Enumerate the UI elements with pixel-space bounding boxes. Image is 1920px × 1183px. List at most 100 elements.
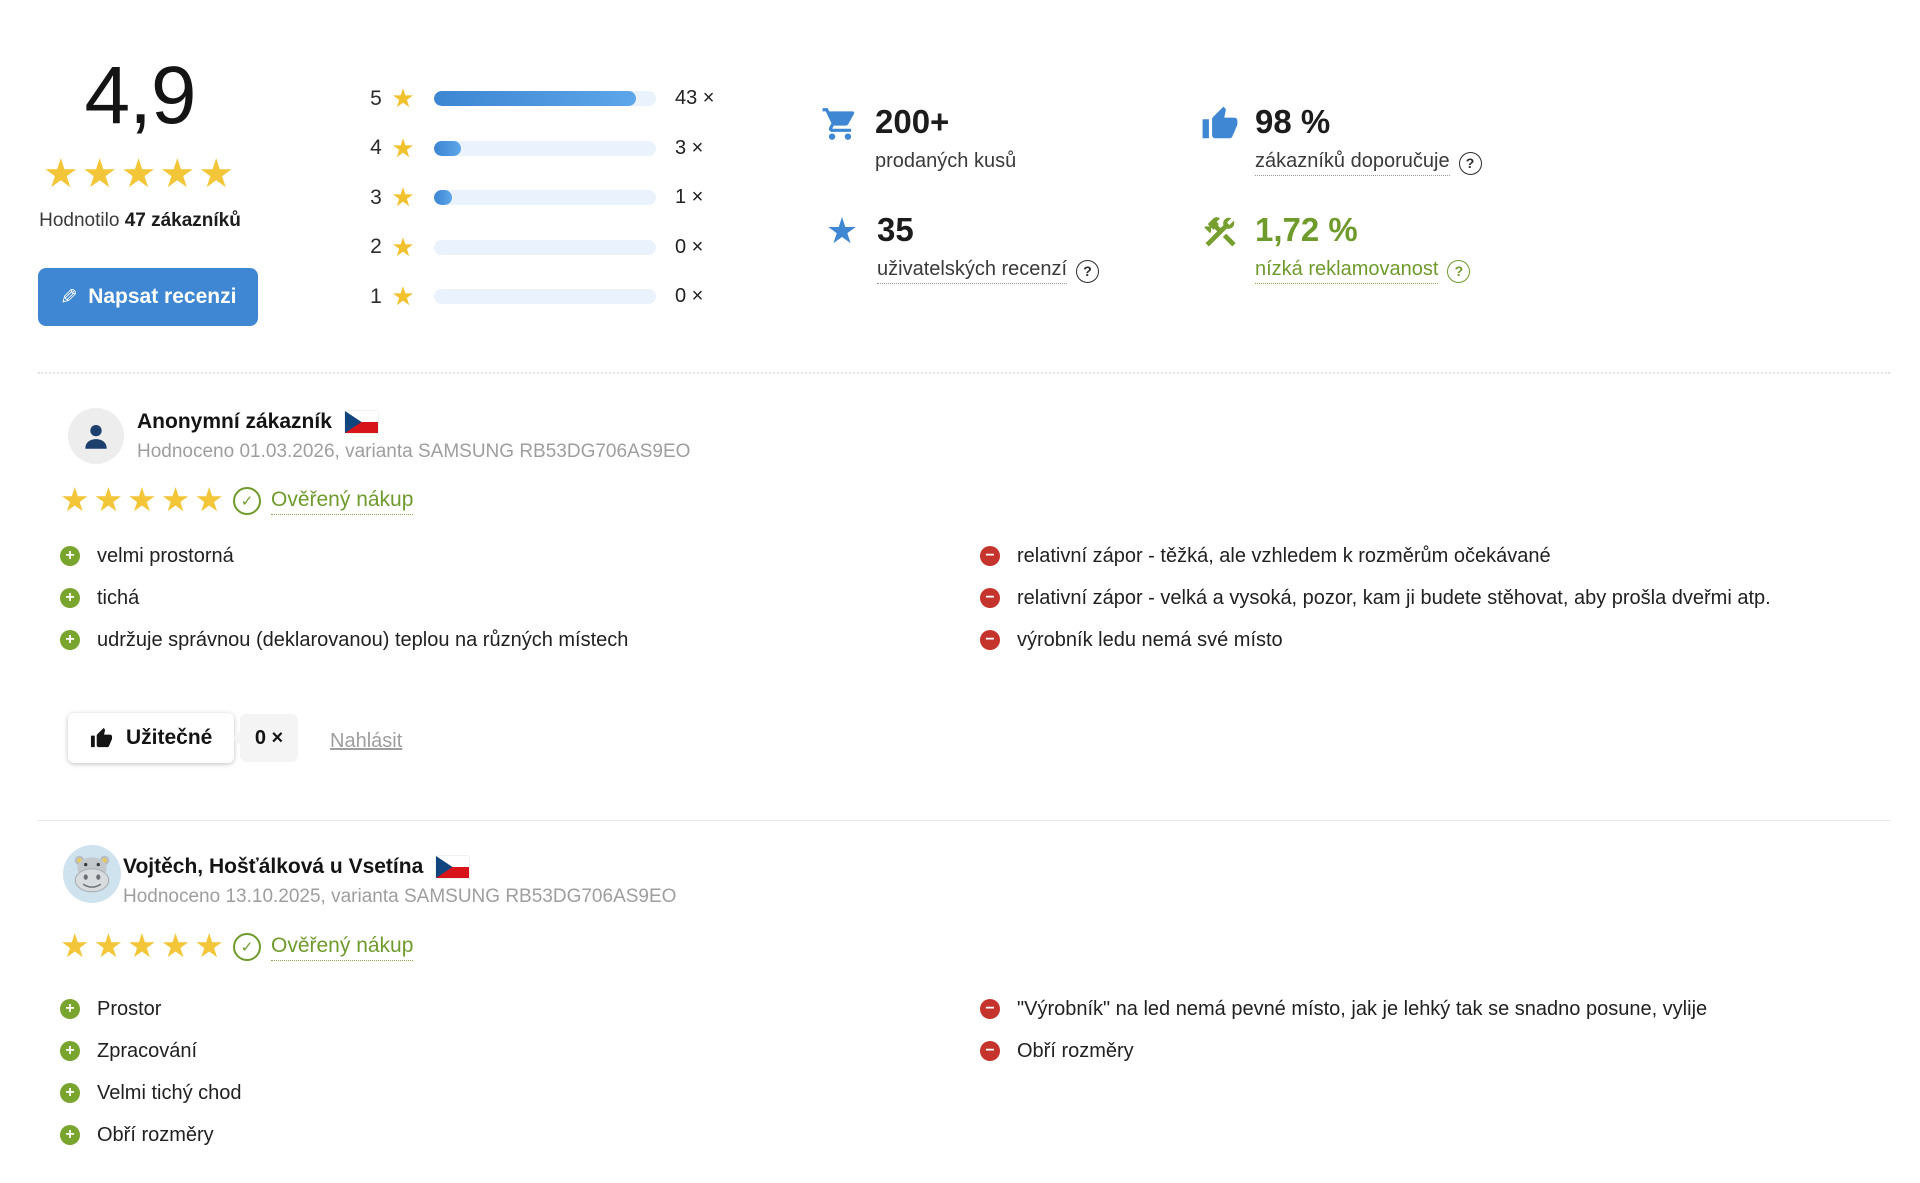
row-count: 1 × — [675, 186, 704, 208]
row-label: 3 — [370, 185, 382, 209]
czech-flag-icon — [344, 411, 378, 433]
reviews-label[interactable]: uživatelských recenzí? — [877, 258, 1100, 284]
minus-icon: − — [980, 546, 1000, 566]
review-meta: Hodnoceno 01.03.2026, varianta SAMSUNG R… — [137, 441, 691, 462]
pencil-icon: ✎ — [59, 285, 78, 309]
cart-icon — [822, 108, 855, 140]
con-item: − výrobník ledu nemá své místo — [980, 629, 1860, 652]
star-icon: ★ — [391, 132, 415, 163]
thumb-up-icon — [1202, 106, 1238, 139]
bar-track — [434, 239, 656, 255]
pro-item: + velmi prostorná — [60, 545, 920, 568]
row-count: 43 × — [675, 87, 715, 109]
helpful-label: Užitečné — [126, 726, 213, 749]
check-icon: ✓ — [233, 933, 261, 961]
write-review-label: Napsat recenzi — [88, 285, 237, 308]
sold-label: prodaných kusů — [875, 150, 1017, 172]
con-item: − Obří rozměry — [980, 1040, 1860, 1063]
helpful-count-badge: 0 × — [240, 714, 298, 762]
star-icon: ★ — [391, 83, 415, 113]
review-meta: Hodnoceno 13.10.2025, varianta SAMSUNG R… — [123, 886, 677, 907]
avatar — [63, 845, 121, 903]
con-item: − relativní zápor - velká a vysoká, pozor… — [980, 587, 1860, 610]
bar-fill — [434, 190, 452, 205]
bar-fill — [434, 140, 461, 156]
complaints-value: 1,72 % — [1255, 211, 1358, 248]
con-item: − relativní zápor - těžká, ale vzhledem k… — [980, 545, 1860, 568]
pro-item: + Zpracování — [60, 1040, 920, 1063]
review-divider — [38, 820, 1890, 821]
bar-fill — [434, 91, 637, 106]
report-link[interactable]: Nahlásit — [330, 730, 403, 752]
minus-icon: − — [980, 999, 1000, 1019]
row-count: 0 × — [675, 285, 704, 307]
rating-summary: 4,9 ★★★★★ Hodnotilo 47 zákazníků — [38, 52, 242, 232]
rating-stars: ★★★★★ — [42, 152, 238, 196]
cons-list: − relativní zápor - těžká, ale vzhledem k… — [980, 545, 1860, 671]
bar-track — [434, 289, 656, 304]
star-icon: ★ — [391, 281, 415, 311]
review-author: Anonymní zákazník — [137, 410, 378, 434]
czech-flag-icon — [436, 856, 470, 878]
cons-list: − "Výrobník" na led nemá pevné místo, jak… — [980, 998, 1860, 1082]
verified-purchase-link[interactable]: ✓ Ověřený nákup — [233, 487, 414, 515]
write-review-button[interactable]: ✎ Napsat recenzi — [38, 268, 258, 326]
person-icon — [85, 424, 107, 449]
review-author: Vojtěch, Hošťálková u Vsetína — [123, 855, 470, 879]
rating-histogram: 5 ★ 43 × 4 ★ 3 × 3 ★ 1 × 2 ★ 0 × 1 ★ 0 × — [368, 83, 718, 334]
histogram-row-4[interactable]: 4 ★ 3 × — [368, 132, 718, 163]
pro-item: + Velmi tichý chod — [60, 1082, 920, 1105]
recommend-value: 98 % — [1255, 103, 1331, 140]
hippo-icon — [74, 855, 110, 893]
plus-icon: + — [60, 1041, 80, 1061]
plus-icon: + — [60, 546, 80, 566]
question-icon[interactable]: ? — [1447, 259, 1471, 283]
row-label: 4 — [370, 136, 382, 159]
avatar — [68, 408, 124, 464]
histogram-row-1[interactable]: 1 ★ 0 × — [368, 281, 718, 311]
bar-track — [434, 190, 656, 205]
histogram-row-5[interactable]: 5 ★ 43 × — [368, 83, 718, 113]
rating-score: 4,9 — [84, 50, 197, 141]
plus-icon: + — [60, 1083, 80, 1103]
row-label: 2 — [370, 235, 382, 258]
stat-reviews: ★ 35 uživatelských recenzí? — [823, 211, 1100, 284]
histogram-row-2[interactable]: 2 ★ 0 × — [368, 234, 718, 260]
rating-count-line: Hodnotilo 47 zákazníků — [39, 210, 241, 231]
pro-item: + udržuje správnou (deklarovanou) teplou … — [60, 629, 920, 652]
tools-icon — [1204, 217, 1236, 247]
bar-track — [434, 140, 656, 156]
star-icon: ★ — [391, 182, 415, 212]
row-count: 0 × — [675, 235, 704, 258]
sold-value: 200+ — [875, 103, 950, 140]
plus-icon: + — [60, 1125, 80, 1145]
recommend-label[interactable]: zákazníků doporučuje? — [1255, 150, 1482, 176]
pros-list: + velmi prostorná + tichá + udržuje správno… — [60, 545, 920, 671]
minus-icon: − — [980, 588, 1000, 608]
pros-list: + Prostor + Zpracování + Velmi tichý chod +… — [60, 998, 920, 1166]
stat-sold: 200+ prodaných kusů — [821, 103, 1016, 173]
check-icon: ✓ — [233, 487, 261, 515]
plus-icon: + — [60, 999, 80, 1019]
plus-icon: + — [60, 630, 80, 650]
row-label: 1 — [370, 284, 382, 308]
plus-icon: + — [60, 588, 80, 608]
minus-icon: − — [980, 630, 1000, 650]
minus-icon: − — [980, 1041, 1000, 1061]
question-icon[interactable]: ? — [1458, 151, 1482, 175]
complaints-label[interactable]: nízká reklamovanost? — [1255, 258, 1471, 284]
verified-purchase-link[interactable]: ✓ Ověřený nákup — [233, 933, 414, 961]
section-divider — [38, 372, 1890, 374]
pro-item: + Prostor — [60, 998, 920, 1021]
question-icon[interactable]: ? — [1076, 259, 1100, 283]
pro-item: + Obří rozměry — [60, 1124, 920, 1147]
pro-item: + tichá — [60, 587, 920, 610]
row-label: 5 — [370, 86, 382, 110]
row-count: 3 × — [675, 136, 704, 159]
stat-complaints: 1,72 % nízká reklamovanost? — [1201, 211, 1471, 284]
helpful-button[interactable]: Užitečné — [68, 713, 235, 763]
histogram-row-3[interactable]: 3 ★ 1 × — [368, 182, 718, 212]
review-stars: ★★★★★ — [60, 927, 228, 964]
reviews-value: 35 — [877, 211, 914, 248]
